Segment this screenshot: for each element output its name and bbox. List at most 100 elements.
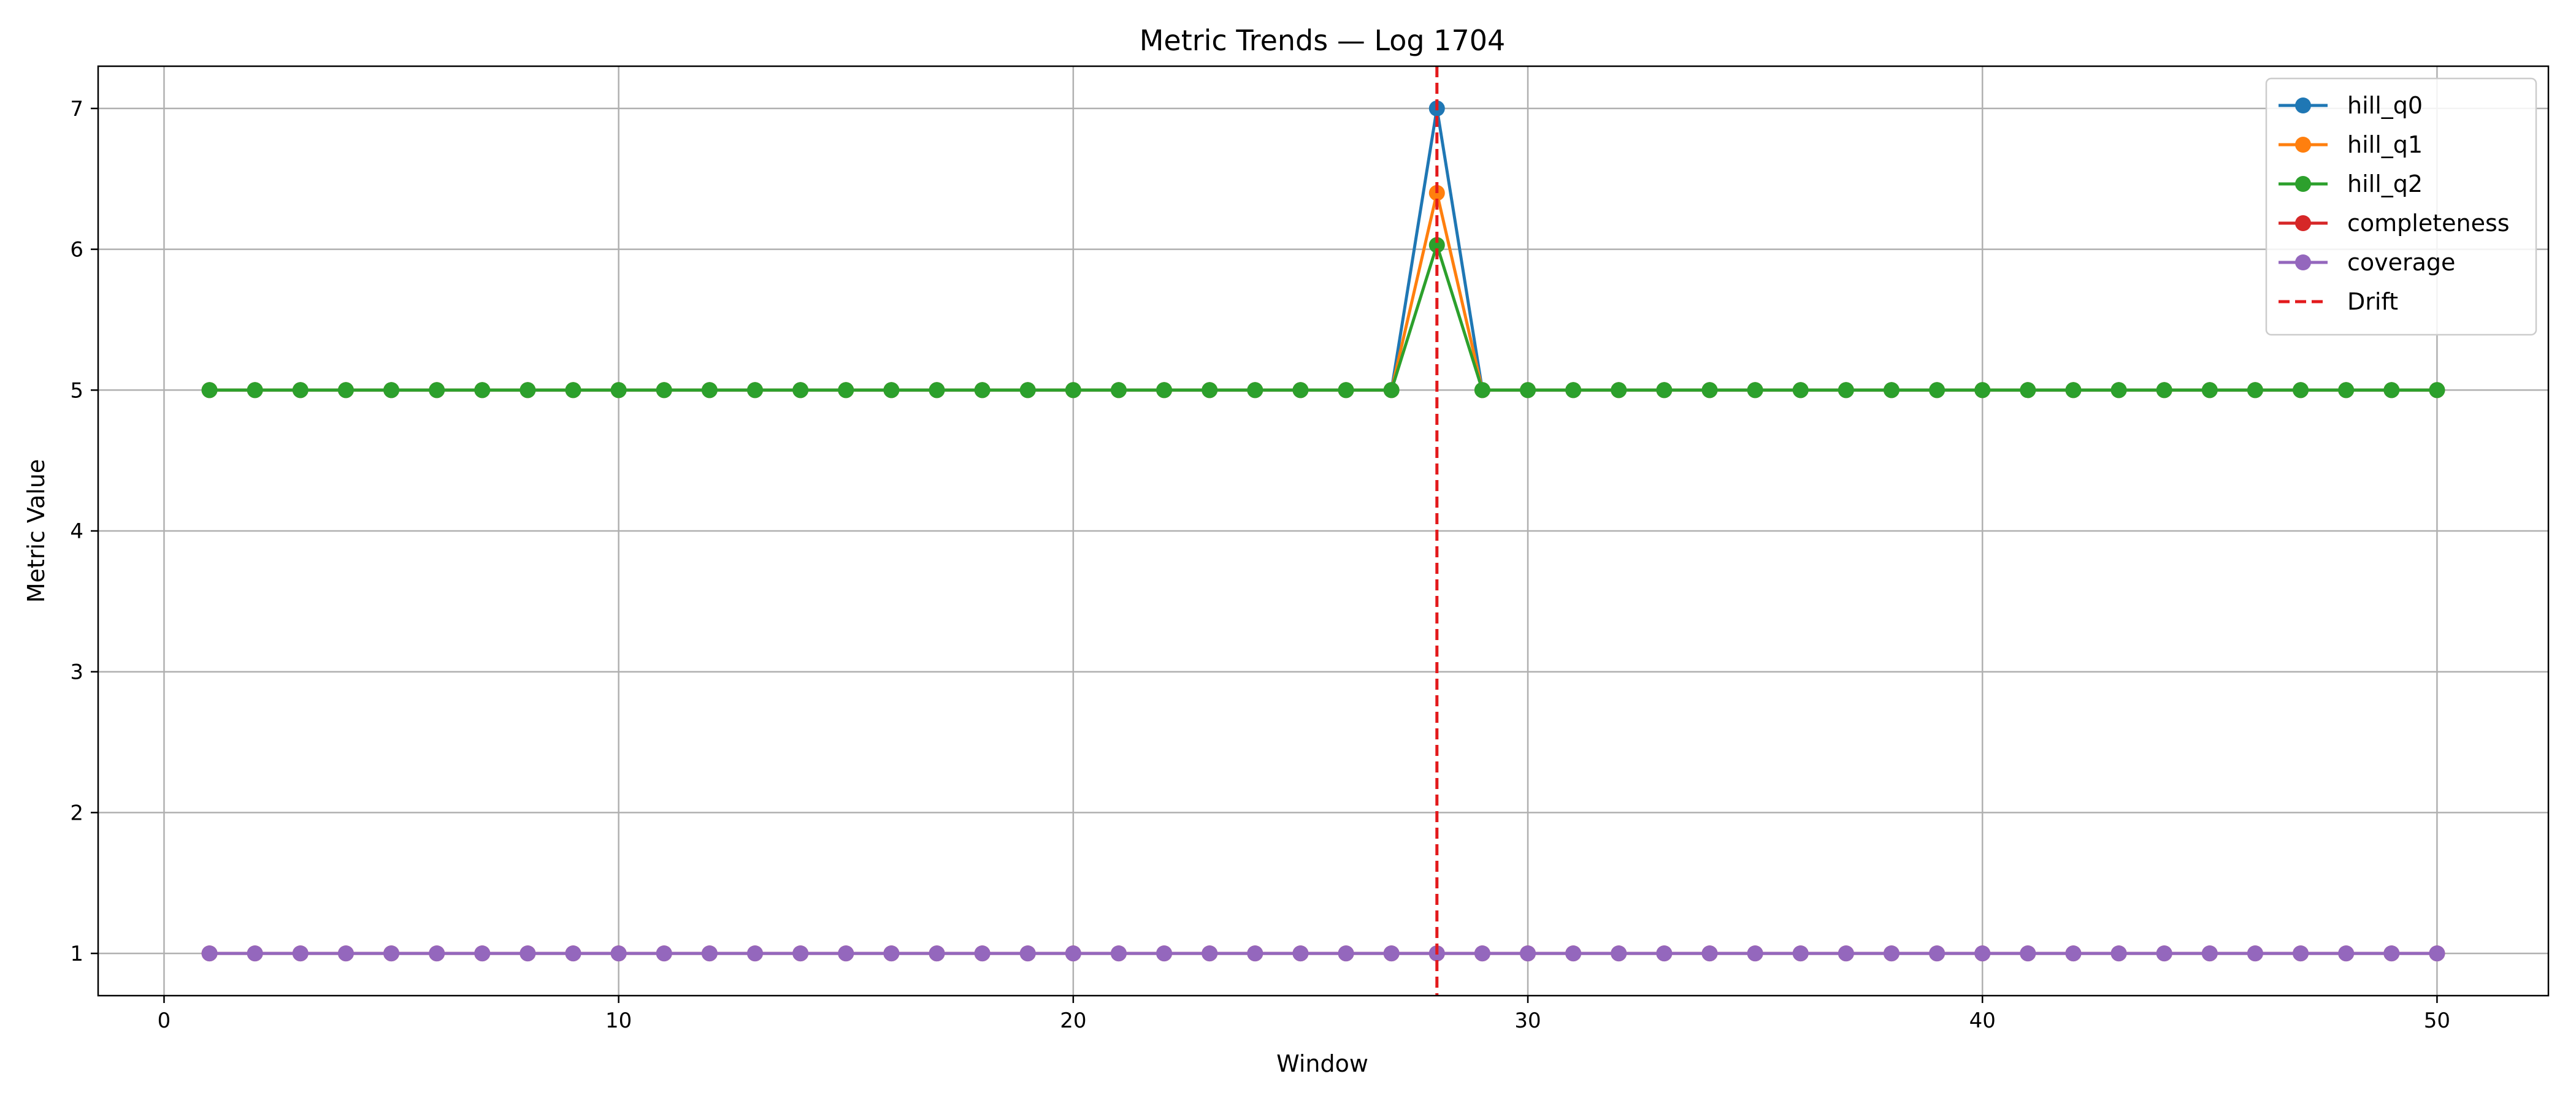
data-point-hill-q2 — [1156, 382, 1173, 399]
data-point-hill-q2 — [1656, 382, 1673, 399]
y-tick-label: 3 — [70, 660, 83, 685]
data-point-hill-q2 — [1065, 382, 1081, 399]
legend-marker — [2295, 254, 2311, 270]
legend-label: hill_q0 — [2347, 92, 2423, 119]
data-point-coverage — [1247, 945, 1263, 962]
series-line-hill-q1 — [209, 191, 2437, 392]
data-point-coverage — [1565, 945, 1582, 962]
data-point-coverage — [1701, 945, 1718, 962]
data-point-coverage — [929, 945, 945, 962]
data-point-hill-q2 — [1428, 237, 1445, 253]
data-point-coverage — [2156, 945, 2172, 962]
data-point-coverage — [474, 945, 491, 962]
y-tick-label: 7 — [70, 97, 83, 121]
y-tick-label: 2 — [70, 801, 83, 825]
data-point-hill-q2 — [519, 382, 536, 399]
data-point-hill-q2 — [1929, 382, 1945, 399]
data-point-coverage — [1792, 945, 1809, 962]
data-point-coverage — [429, 945, 445, 962]
legend-marker — [2295, 215, 2311, 231]
data-point-hill-q2 — [1383, 382, 1400, 399]
data-point-hill-q2 — [1520, 382, 1536, 399]
data-point-coverage — [1838, 945, 1854, 962]
data-point-coverage — [792, 945, 809, 962]
data-point-coverage — [2065, 945, 2082, 962]
y-tick-label: 6 — [70, 238, 83, 262]
data-point-coverage — [1156, 945, 1173, 962]
data-point-hill-q2 — [792, 382, 809, 399]
data-point-coverage — [747, 945, 764, 962]
data-point-coverage — [2020, 945, 2036, 962]
x-axis-ticks: 0 10 20 30 40 50 — [158, 996, 2450, 1033]
data-point-hill-q2 — [1292, 382, 1309, 399]
legend-marker — [2295, 137, 2311, 153]
legend-box — [2265, 77, 2537, 336]
data-point-coverage — [1520, 945, 1536, 962]
data-point-hill-q2 — [2201, 382, 2218, 399]
data-point-hill-q2 — [247, 382, 263, 399]
data-point-hill-q2 — [201, 382, 218, 399]
data-point-coverage — [1202, 945, 1218, 962]
legend-marker — [2295, 97, 2311, 113]
data-point-hill-q2 — [1019, 382, 1036, 399]
data-point-hill-q2 — [883, 382, 900, 399]
legend-item-hill-q2: hill_q2 — [2279, 170, 2423, 197]
y-axis-label: Metric Value — [23, 459, 50, 603]
data-point-coverage — [247, 945, 263, 962]
data-point-coverage — [1974, 945, 1991, 962]
y-axis-ticks: 1 2 3 4 5 6 7 — [70, 97, 98, 966]
data-point-coverage — [1656, 945, 1673, 962]
series-hill-q2 — [201, 237, 2445, 399]
data-point-coverage — [519, 945, 536, 962]
data-point-coverage — [383, 945, 400, 962]
data-point-hill-q2 — [2383, 382, 2400, 399]
data-point-hill-q2 — [1792, 382, 1809, 399]
legend-item-drift: Drift — [2279, 288, 2398, 315]
data-point-hill-q2 — [1202, 382, 1218, 399]
series-line-hill-q2 — [209, 243, 2437, 392]
data-point-coverage — [201, 945, 218, 962]
data-point-hill-q2 — [2293, 382, 2309, 399]
data-point-hill-q2 — [1565, 382, 1582, 399]
legend-item-hill-q1: hill_q1 — [2279, 131, 2423, 158]
data-point-coverage — [337, 945, 354, 962]
legend-label: hill_q1 — [2347, 131, 2423, 158]
data-point-coverage — [1065, 945, 1081, 962]
data-point-hill-q2 — [1701, 382, 1718, 399]
data-point-hill-q2 — [1247, 382, 1263, 399]
chart-title: Metric Trends — Log 1704 — [1140, 24, 1506, 57]
data-point-coverage — [2383, 945, 2400, 962]
data-point-hill-q2 — [2065, 382, 2082, 399]
data-point-coverage — [838, 945, 854, 962]
legend-label: Drift — [2347, 288, 2398, 315]
data-point-hill-q2 — [2247, 382, 2263, 399]
data-point-coverage — [292, 945, 309, 962]
data-point-hill-q2 — [701, 382, 718, 399]
data-point-hill-q2 — [474, 382, 491, 399]
data-point-hill-q2 — [656, 382, 672, 399]
data-point-coverage — [2293, 945, 2309, 962]
data-point-hill-q2 — [929, 382, 945, 399]
data-point-coverage — [974, 945, 991, 962]
legend-item-coverage: coverage — [2279, 249, 2455, 276]
plot-area — [201, 66, 2445, 996]
data-point-hill-q2 — [429, 382, 445, 399]
legend-label: completeness — [2347, 210, 2510, 237]
series-hill-q1 — [201, 185, 2445, 399]
data-point-hill-q2 — [292, 382, 309, 399]
data-point-hill-q2 — [1338, 382, 1354, 399]
data-point-hill-q2 — [1611, 382, 1627, 399]
x-tick-label: 0 — [158, 1009, 171, 1033]
legend-marker — [2295, 176, 2311, 192]
data-point-hill-q2 — [2429, 382, 2445, 399]
data-point-hill-q2 — [1838, 382, 1854, 399]
data-point-hill-q2 — [1883, 382, 1899, 399]
data-point-hill-q2 — [2156, 382, 2172, 399]
data-point-hill-q2 — [1110, 382, 1127, 399]
data-point-coverage — [2338, 945, 2355, 962]
data-point-hill-q2 — [2338, 382, 2355, 399]
data-point-coverage — [1110, 945, 1127, 962]
legend-label: coverage — [2347, 249, 2455, 276]
